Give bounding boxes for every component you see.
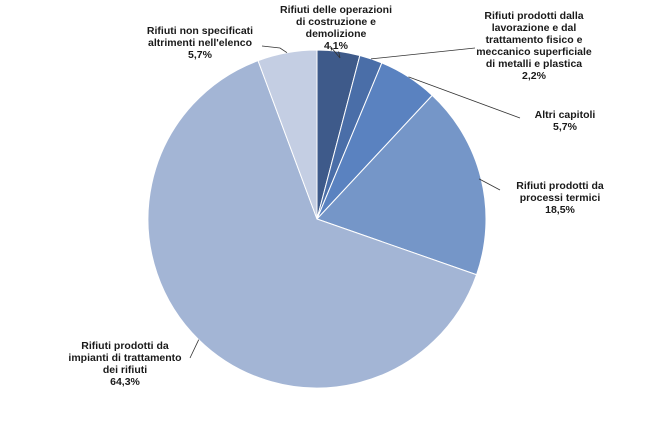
slice-label-impianti-trattamento: Rifiuti prodotti da impianti di trattame… (60, 340, 190, 388)
leader-line-costruzione (329, 45, 341, 59)
leader-line-altri-capitoli (408, 76, 521, 119)
slice-name: Rifiuti prodotti da processi termici (516, 180, 604, 204)
slice-label-costruzione: Rifiuti delle operazioni di costruzione … (278, 4, 394, 52)
leader-line-impianti-trattamento (189, 339, 200, 359)
leader-line-processi-termici (478, 178, 501, 191)
slice-name: Rifiuti prodotti da impianti di trattame… (68, 340, 182, 376)
pie-slice-non-specificati (257, 49, 318, 220)
slice-label-altri-capitoli: Altri capitoli 5,7% (525, 109, 605, 133)
slice-value: 5,7% (553, 121, 577, 133)
slice-value: 4,1% (324, 40, 348, 52)
leader-line-metalli-plastica (370, 47, 476, 60)
slice-label-processi-termici: Rifiuti prodotti da processi termici 18,… (505, 180, 615, 216)
slice-name: Rifiuti delle operazioni di costruzione … (279, 4, 392, 40)
pie-slice-impianti-trattamento (147, 59, 478, 389)
slice-label-metalli-plastica: Rifiuti prodotti dalla lavorazione e dal… (468, 10, 600, 82)
slice-value: 2,2% (522, 70, 546, 82)
slice-name: Rifiuti non specificati altrimenti nell'… (146, 25, 254, 49)
slice-name: Altri capitoli (534, 109, 596, 121)
leader-line-non-specificati (261, 45, 288, 54)
slice-label-non-specificati: Rifiuti non specificati altrimenti nell'… (138, 25, 262, 61)
slice-value: 18,5% (545, 204, 575, 216)
slice-value: 64,3% (110, 376, 140, 388)
slice-name: Rifiuti prodotti dalla lavorazione e dal… (476, 10, 592, 70)
slice-value: 5,7% (188, 49, 212, 61)
pie-slice-processi-termici (316, 94, 487, 276)
